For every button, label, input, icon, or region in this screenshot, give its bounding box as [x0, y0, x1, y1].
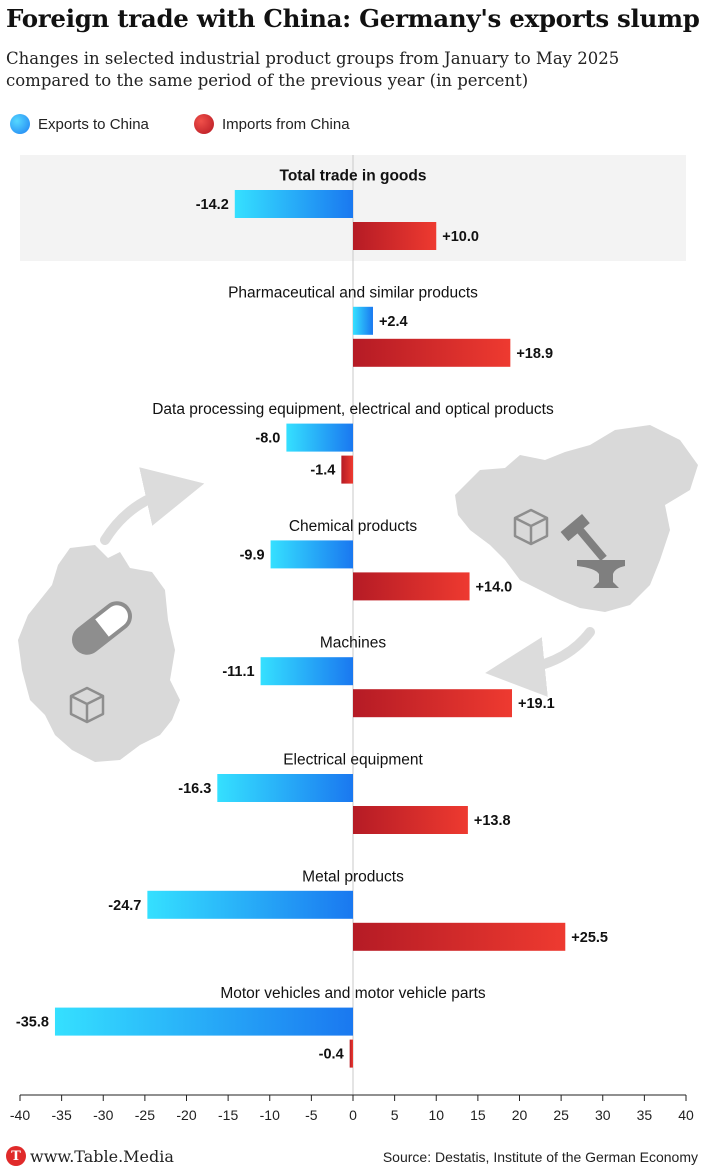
import-bar [353, 922, 566, 951]
export-value-label: -35.8 [16, 1015, 49, 1031]
legend-imports-swatch [194, 114, 214, 134]
export-value-label: -24.7 [108, 898, 141, 914]
source-note: Source: Destatis, Institute of the Germa… [382, 1149, 698, 1165]
export-value-label: +2.4 [379, 314, 408, 330]
china-map-illustration [455, 425, 698, 697]
chart-title: Foreign trade with China: Germany's expo… [6, 4, 700, 33]
export-bar [54, 1007, 354, 1036]
brand-logo-icon: T [6, 1146, 26, 1166]
x-tick-label: -40 [10, 1107, 30, 1123]
export-value-label: -11.1 [222, 664, 254, 680]
category-label: Machines [320, 635, 387, 652]
x-tick-label: 5 [391, 1107, 399, 1123]
china-map-icon [455, 425, 698, 612]
import-bar [353, 338, 511, 367]
import-arrow-icon [485, 627, 595, 697]
pill-icon [72, 601, 132, 655]
x-tick-label: -25 [135, 1107, 155, 1123]
export-value-label: -9.9 [240, 547, 265, 563]
export-value-label: -8.0 [255, 431, 280, 447]
import-value-label: +19.1 [518, 696, 555, 712]
brand-url[interactable]: www.Table.Media [30, 1146, 174, 1166]
x-tick-label: 35 [637, 1107, 653, 1123]
legend-exports: Exports to China [10, 114, 149, 134]
category-label: Pharmaceutical and similar products [228, 284, 478, 301]
import-value-label: -0.4 [319, 1047, 344, 1063]
box-icon [69, 686, 105, 724]
germany-map-illustration [18, 467, 205, 762]
x-tick-label: -35 [52, 1107, 72, 1123]
category-label: Metal products [302, 868, 404, 885]
import-bar [341, 455, 353, 484]
export-bar [270, 540, 353, 569]
x-tick-label: 15 [470, 1107, 486, 1123]
x-tick-label: -20 [176, 1107, 196, 1123]
import-value-label: +14.0 [476, 579, 513, 595]
category-label: Data processing equipment, electrical an… [152, 401, 554, 418]
x-tick-label: 25 [553, 1107, 569, 1123]
x-tick-label: -10 [260, 1107, 280, 1123]
brand-footer[interactable]: T www.Table.Media [6, 1146, 174, 1166]
x-tick-label: -30 [93, 1107, 113, 1123]
box-icon [513, 508, 549, 546]
chart-layer: Total trade in goods -14.2 +10.0 Pharmaceut… [10, 155, 694, 1123]
export-bar [217, 774, 353, 802]
legend-imports-label: Imports from China [222, 115, 350, 133]
import-value-label: +25.5 [571, 930, 608, 946]
x-tick-label: -5 [305, 1107, 318, 1123]
import-value-label: +10.0 [442, 229, 479, 245]
category-label: Motor vehicles and motor vehicle parts [220, 985, 486, 1002]
category-label: Total trade in goods [280, 168, 427, 185]
category-label: Electrical equipment [283, 752, 423, 769]
chart-subtitle: Changes in selected industrial product g… [6, 49, 620, 90]
x-tick-label: 40 [678, 1107, 694, 1123]
import-value-label: -1.4 [310, 463, 335, 479]
x-tick-label: 10 [428, 1107, 444, 1123]
import-value-label: +18.9 [516, 346, 553, 362]
export-bar [286, 423, 353, 452]
x-tick-label: -15 [218, 1107, 238, 1123]
export-bar [260, 657, 353, 686]
x-tick-label: 30 [595, 1107, 611, 1123]
export-arrow-icon [100, 467, 205, 545]
import-bar [353, 689, 513, 718]
import-bar [353, 572, 470, 601]
export-bar [234, 190, 353, 218]
germany-map-icon [18, 545, 180, 762]
import-value-label: +13.8 [474, 813, 511, 829]
import-bar [349, 1039, 353, 1068]
legend-exports-swatch [10, 114, 30, 134]
x-tick-label: 20 [512, 1107, 528, 1123]
export-bar [147, 890, 353, 919]
export-value-label: -14.2 [196, 197, 229, 213]
import-bar [353, 806, 468, 834]
category-label: Chemical products [289, 518, 418, 535]
legend-imports: Imports from China [194, 114, 350, 134]
export-value-label: -16.3 [178, 781, 211, 797]
legend-exports-label: Exports to China [38, 115, 149, 133]
import-bar [353, 222, 437, 250]
export-bar [353, 306, 373, 335]
x-tick-label: 0 [349, 1107, 357, 1123]
anvil-hammer-icon [560, 513, 625, 588]
